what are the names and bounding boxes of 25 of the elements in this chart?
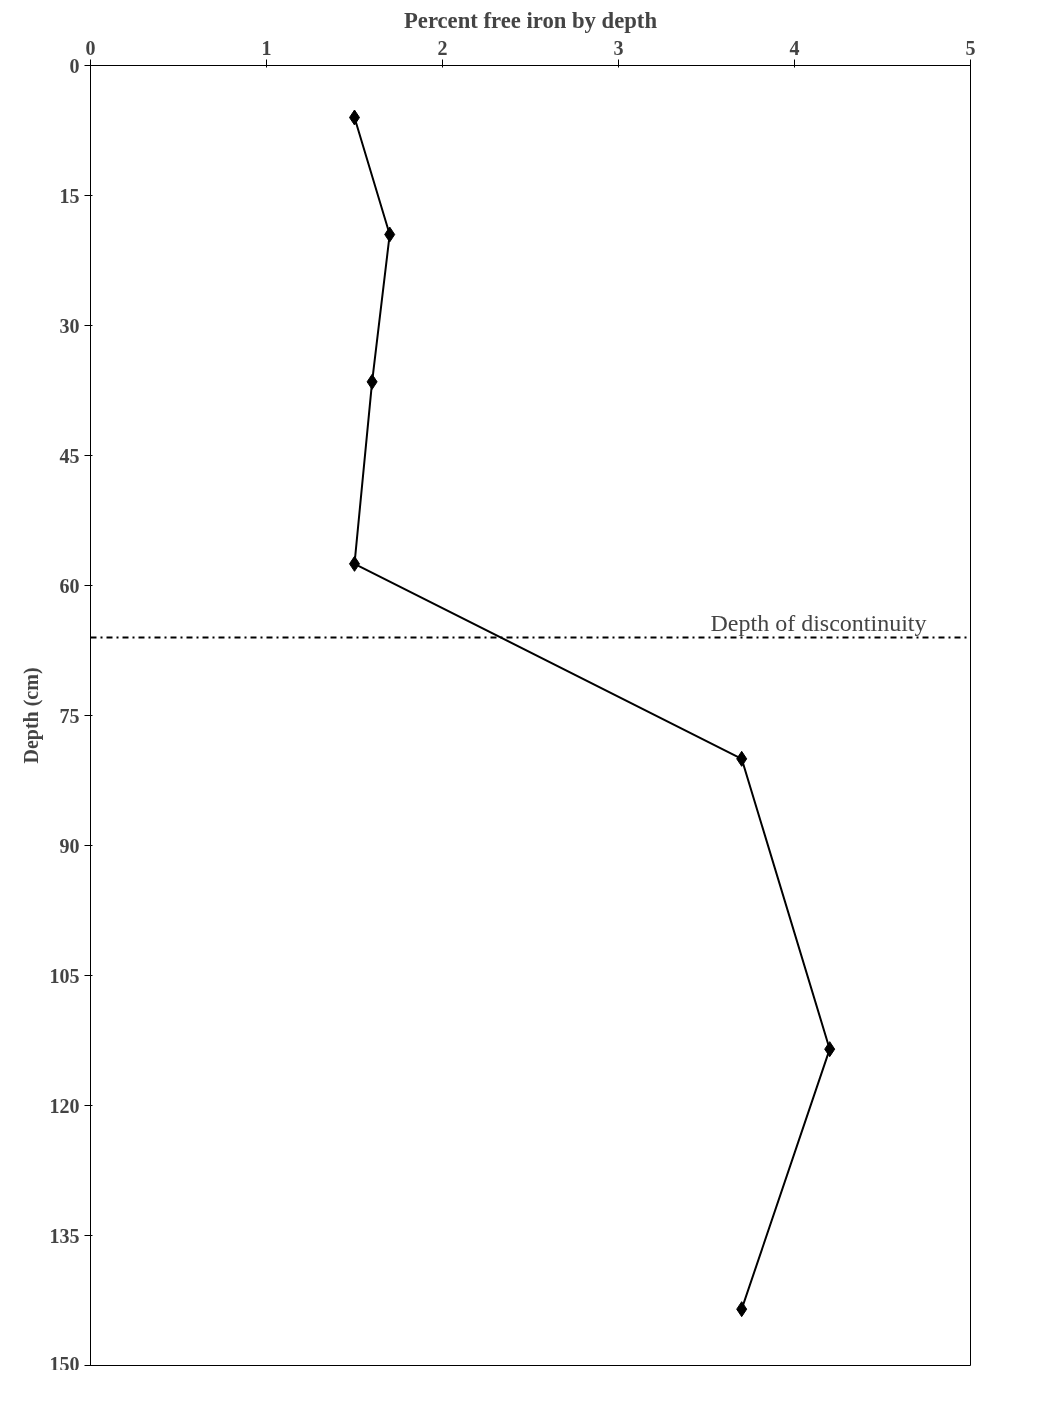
y-tick-label: 60 bbox=[59, 574, 80, 597]
y-tick-label: 90 bbox=[59, 834, 80, 857]
x-tick-label: 4 bbox=[789, 36, 800, 59]
x-tick-label: 3 bbox=[613, 36, 624, 59]
point bbox=[366, 373, 378, 390]
y-tick-label: 0 bbox=[69, 54, 80, 77]
y-tick-label: 15 bbox=[59, 184, 80, 207]
point bbox=[824, 1041, 836, 1058]
x-tick-label: 2 bbox=[437, 36, 448, 59]
y-tick-label: 150 bbox=[49, 1352, 80, 1375]
x-tick-label: 5 bbox=[965, 36, 976, 59]
y-tick-label: 30 bbox=[59, 314, 80, 337]
y-tick-label: 120 bbox=[49, 1094, 80, 1117]
x-tick-label: 1 bbox=[261, 36, 272, 59]
x-tick-label: 0 bbox=[85, 36, 96, 59]
point bbox=[384, 226, 396, 243]
chart-title: Percent free iron by depth bbox=[404, 7, 658, 33]
y-axis-title: Depth (cm) bbox=[19, 667, 43, 764]
y-tick-label: 45 bbox=[59, 444, 80, 467]
point bbox=[736, 750, 748, 767]
point bbox=[736, 1301, 748, 1318]
y-tick-label: 105 bbox=[49, 964, 80, 987]
ref-line-label: Depth of discontinuity bbox=[710, 609, 927, 636]
y-tick-label: 75 bbox=[59, 704, 80, 727]
y-tick-label: 135 bbox=[49, 1224, 80, 1247]
